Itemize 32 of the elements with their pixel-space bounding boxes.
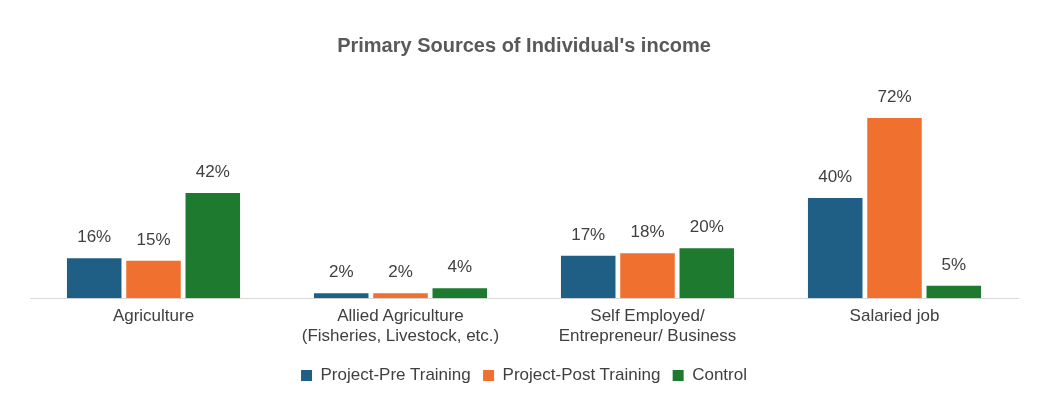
x-tick-label: Salaried job (849, 306, 940, 326)
bar (679, 248, 735, 299)
bar (66, 258, 122, 299)
bar (867, 118, 922, 299)
data-label: 2% (388, 262, 413, 282)
legend-label: Project-Pre Training (320, 365, 471, 385)
bar (313, 293, 369, 299)
bar (432, 288, 488, 299)
bar (807, 198, 863, 299)
chart-title: Primary Sources of Individual's income (337, 33, 711, 56)
data-label: 42% (195, 162, 230, 182)
data-label: 17% (571, 224, 606, 244)
bar (185, 193, 241, 299)
x-tick-label: Allied Agriculture (Fisheries, Livestock, etc.) (301, 306, 500, 346)
bar (373, 293, 428, 299)
bar (926, 285, 982, 299)
data-label: 20% (689, 217, 724, 237)
data-label: 72% (877, 87, 912, 107)
data-label: 2% (328, 262, 354, 282)
legend-label: Control (692, 365, 747, 385)
data-label: 5% (941, 254, 967, 274)
data-label: 40% (818, 167, 853, 187)
data-label: 15% (136, 229, 171, 249)
bar (620, 253, 675, 299)
data-label: 18% (630, 222, 665, 242)
data-label: 16% (77, 227, 112, 247)
x-tick-label: Agriculture (112, 306, 195, 326)
x-tick-label: Self Employed/ Entrepreneur/ Business (558, 306, 737, 346)
bar (126, 260, 181, 299)
data-label: 4% (447, 257, 473, 277)
legend-label: Project-Post Training (502, 365, 661, 385)
bar (560, 255, 616, 299)
